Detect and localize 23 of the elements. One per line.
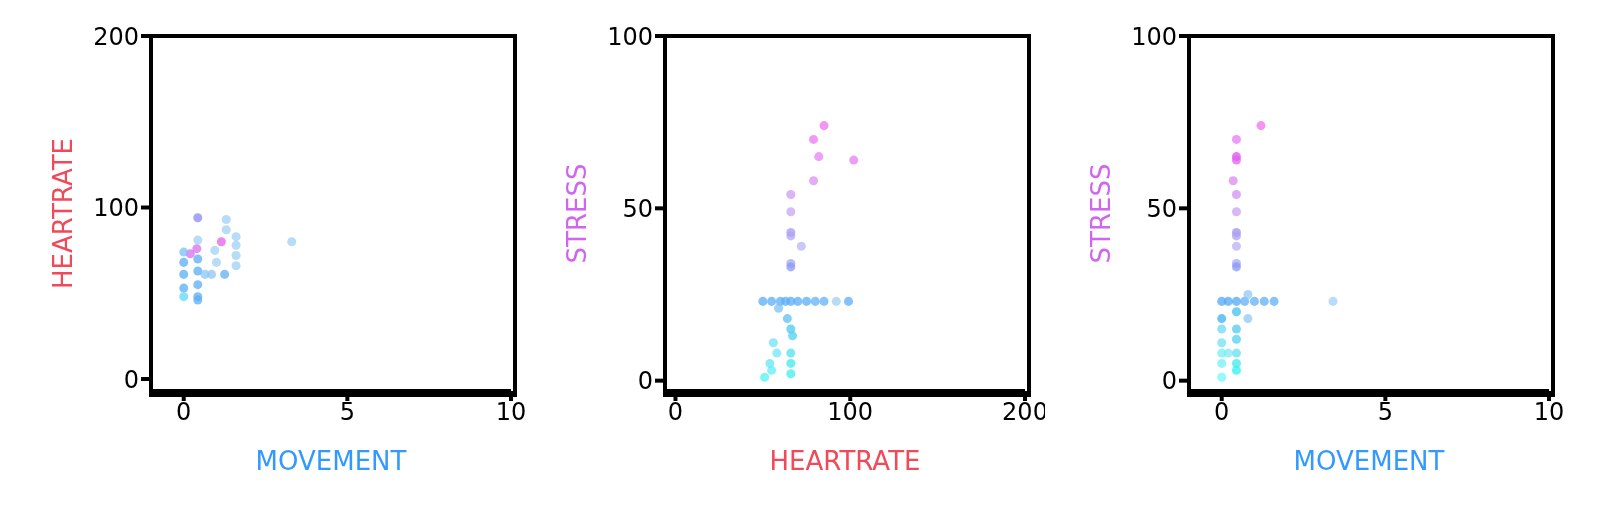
x-axis-title: HEARTRATE (769, 446, 921, 476)
y-axis-title: STRESS (562, 163, 593, 264)
y-tick-label: 100 (93, 194, 139, 223)
x-axis-title: MOVEMENT (1293, 446, 1445, 476)
y-tick-label: 200 (93, 22, 139, 51)
x-tick-label: 5 (339, 398, 355, 427)
x-tick-label: 10 (1533, 398, 1565, 427)
x-tick-label: 0 (1214, 398, 1230, 427)
y-tick-label: 0 (123, 365, 139, 394)
x-tick-label: 100 (827, 398, 874, 427)
y-tick-label: 50 (622, 194, 653, 223)
x-tick-label: 0 (176, 398, 192, 427)
x-axis-title: MOVEMENT (255, 446, 407, 476)
y-tick-label: 100 (1131, 22, 1177, 51)
y-tick-label: 50 (1146, 194, 1177, 223)
y-tick-label: 100 (607, 22, 653, 51)
y-axis-title: HEARTRATE (48, 138, 79, 289)
y-tick-label: 0 (1161, 367, 1177, 396)
y-axis-title: STRESS (1086, 163, 1117, 264)
x-tick-label: 10 (495, 398, 527, 427)
x-tick-label: 5 (1377, 398, 1393, 427)
x-tick-label: 0 (667, 398, 684, 427)
y-tick-label: 0 (637, 367, 653, 396)
